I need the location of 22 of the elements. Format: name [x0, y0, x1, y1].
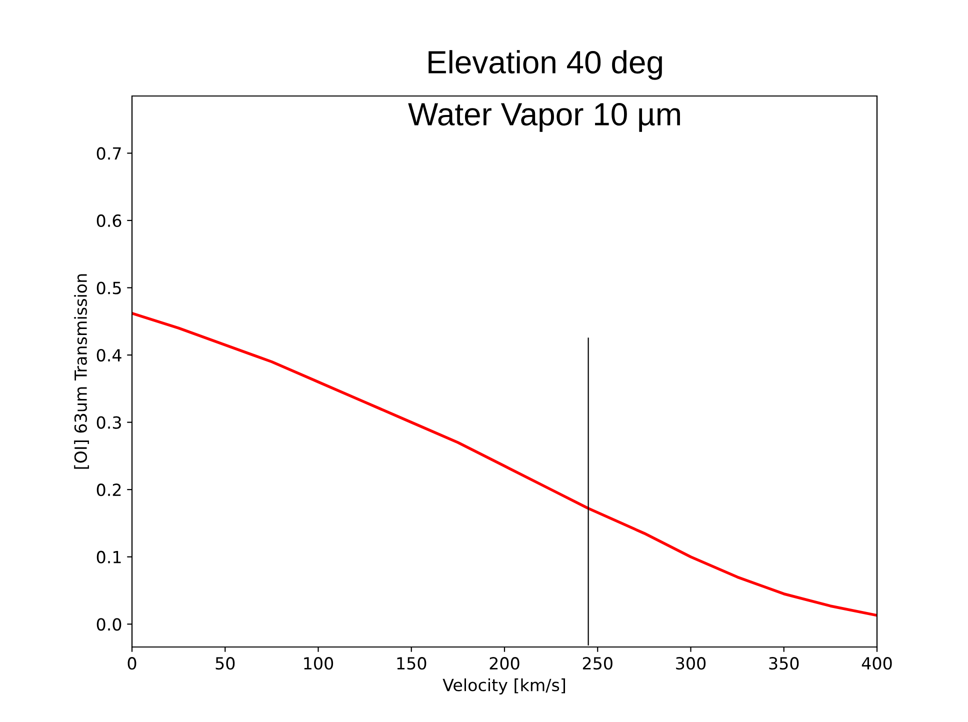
y-tick-label: 0.1 — [96, 550, 121, 564]
x-axis-title: Velocity [km/s] — [442, 678, 566, 695]
y-tick-label: 0.6 — [96, 214, 122, 228]
line-series — [132, 312, 877, 617]
x-tick-label: 150 — [397, 657, 426, 670]
chart-subtitle: Water Vapor 10 µm — [408, 102, 680, 132]
x-tick-label: 350 — [769, 657, 799, 670]
y-tick-label: 0.7 — [96, 147, 121, 160]
y-tick-label: 0.4 — [96, 348, 122, 362]
x-tick-label: 250 — [582, 657, 612, 670]
chart-title: Elevation 40 deg — [428, 50, 662, 80]
y-tick-label: 0.5 — [96, 282, 121, 294]
x-tick-label: 0 — [128, 657, 136, 670]
x-tick-label: 400 — [862, 657, 892, 670]
x-tick-label: 300 — [676, 657, 706, 670]
x-tick-label: 200 — [490, 657, 520, 670]
y-axis-title: [OI] 63um Transmission — [74, 274, 89, 469]
y-tick-label: 0.0 — [96, 618, 122, 631]
x-tick-label: 50 — [216, 657, 235, 670]
y-tick-label: 0.3 — [96, 416, 121, 429]
x-tick-label: 100 — [304, 657, 334, 670]
y-tick-label: 0.2 — [96, 484, 121, 496]
